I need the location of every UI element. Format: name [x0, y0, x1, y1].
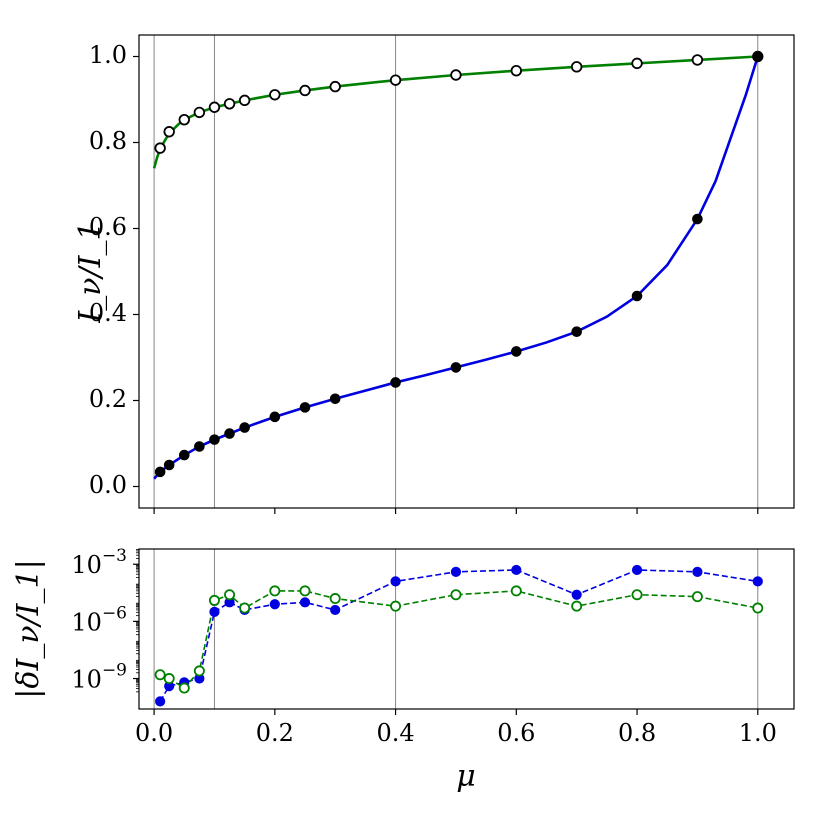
top-panel: 0.0 0.2 0.4 0.6 0.8 1.0 I_ν/I_1 [73, 34, 795, 514]
top-series-0-point-12 [510, 64, 523, 77]
top-series-0-point-13 [570, 61, 583, 73]
bottom-series-0-point-12 [511, 564, 522, 576]
top-series-0-point-10 [389, 74, 402, 86]
bottom-series-1-point-10 [390, 600, 402, 612]
bottom-series-1-point-2 [178, 682, 190, 694]
bottom-series-0-point-7 [269, 599, 280, 610]
top-ytick-label-1: 0.2 [89, 385, 127, 413]
bottom-series-1-point-12 [510, 585, 522, 597]
bottom-y-axis-label: |δI_ν/I_1| [11, 559, 46, 698]
top-series-1-point-5 [224, 428, 235, 439]
bottom-series-1-point-4 [208, 594, 220, 606]
bottom-ytick-label-1: 10−6 [71, 603, 127, 636]
top-series-0-point-1 [163, 126, 175, 138]
top-series-1-point-1 [163, 459, 175, 471]
top-ytick-label-3: 0.6 [89, 213, 127, 241]
bottom-ytick-label-2: 10−3 [71, 546, 127, 579]
bottom-series-1-line [159, 590, 758, 690]
bottom-series-0-point-0 [155, 696, 166, 707]
top-series-1-point-14 [631, 290, 643, 302]
bottom-series-1-point-16 [752, 602, 764, 614]
bottom-xtick-label-5: 1.0 [739, 719, 777, 747]
top-series-0-point-7 [269, 89, 281, 101]
top-series-1-point-3 [194, 441, 205, 452]
top-series-0-point-11 [450, 69, 462, 81]
bottom-series-1-point-9 [329, 593, 341, 605]
bottom-series-1-point-0 [154, 669, 166, 681]
top-ytick-label-0: 0.0 [89, 471, 127, 499]
x-axis-label: μ [456, 759, 476, 794]
top-y-axis-label: I_ν/I_1 [73, 221, 108, 323]
top-series-1-point-11 [450, 362, 462, 373]
bottom-series-1-point-5 [224, 589, 236, 601]
bottom-xtick-label-4: 0.8 [618, 719, 656, 747]
top-ytick-label-5: 1.0 [89, 41, 127, 69]
bottom-series-1-point-1 [163, 673, 175, 685]
bottom-series-0-point-13 [571, 589, 582, 600]
top-series-0-point-5 [223, 98, 236, 110]
bottom-series-0-point-16 [752, 576, 763, 587]
bottom-xtick-label-1: 0.2 [256, 719, 294, 747]
top-series-0-point-0 [154, 142, 166, 154]
bottom-panel: 10−9 10−6 10−3 0.0 0.2 0.4 0.6 0.8 1.0 |δI_ν/I_… [11, 546, 795, 794]
bottom-xtick-label-2: 0.4 [376, 719, 414, 747]
bottom-series-1-point-6 [239, 602, 251, 614]
top-series-1-point-9 [329, 393, 341, 405]
bottom-series-1-point-7 [269, 585, 281, 597]
top-series-0-point-8 [299, 84, 311, 97]
bottom-series-0-point-11 [450, 566, 462, 577]
bottom-series-0-point-14 [631, 564, 643, 576]
bottom-series-1-point-3 [193, 665, 205, 677]
top-series-0-point-14 [631, 57, 643, 70]
top-series-1-point-10 [390, 377, 401, 388]
top-series-1-point-6 [239, 422, 250, 433]
top-plot-frame [138, 34, 795, 509]
top-series-1-point-13 [571, 326, 582, 338]
top-series-1-point-4 [209, 434, 220, 445]
bottom-series-1-point-11 [450, 589, 462, 601]
top-series-1-point-7 [269, 411, 281, 423]
top-series-0-point-4 [208, 101, 221, 113]
top-series-0-point-15 [691, 54, 704, 66]
bottom-series-1-point-13 [571, 600, 583, 612]
top-series-1-point-2 [178, 449, 190, 461]
bottom-series-1-point-14 [631, 589, 643, 601]
top-series-1-point-15 [692, 213, 703, 225]
top-ytick-label-2: 0.4 [89, 299, 127, 327]
bottom-series-1-point-8 [299, 585, 311, 597]
top-series-0-point-2 [178, 114, 190, 126]
bottom-series-0-point-15 [692, 566, 703, 577]
top-series-1-point-8 [299, 402, 311, 413]
bottom-series-0-line [159, 569, 758, 702]
top-series-1-curve [153, 56, 760, 480]
bottom-series-0-point-10 [390, 576, 401, 587]
top-ytick-label-4: 0.8 [89, 127, 127, 155]
bottom-series-0-point-4 [209, 606, 220, 617]
bottom-series-1-point-15 [691, 591, 703, 603]
bottom-ytick-label-0: 10−9 [71, 661, 127, 694]
bottom-series-0-point-9 [330, 604, 341, 616]
bottom-series-0-point-8 [299, 597, 311, 608]
bottom-xtick-label-0: 0.0 [135, 719, 173, 747]
bottom-xtick-label-3: 0.6 [497, 719, 535, 747]
top-series-1-point-16 [752, 51, 764, 62]
top-series-1-point-0 [154, 466, 166, 478]
top-series-1-point-12 [511, 346, 522, 357]
top-series-0-point-3 [193, 106, 206, 119]
top-series-0-point-9 [329, 80, 341, 93]
top-series-0-point-6 [238, 94, 251, 107]
